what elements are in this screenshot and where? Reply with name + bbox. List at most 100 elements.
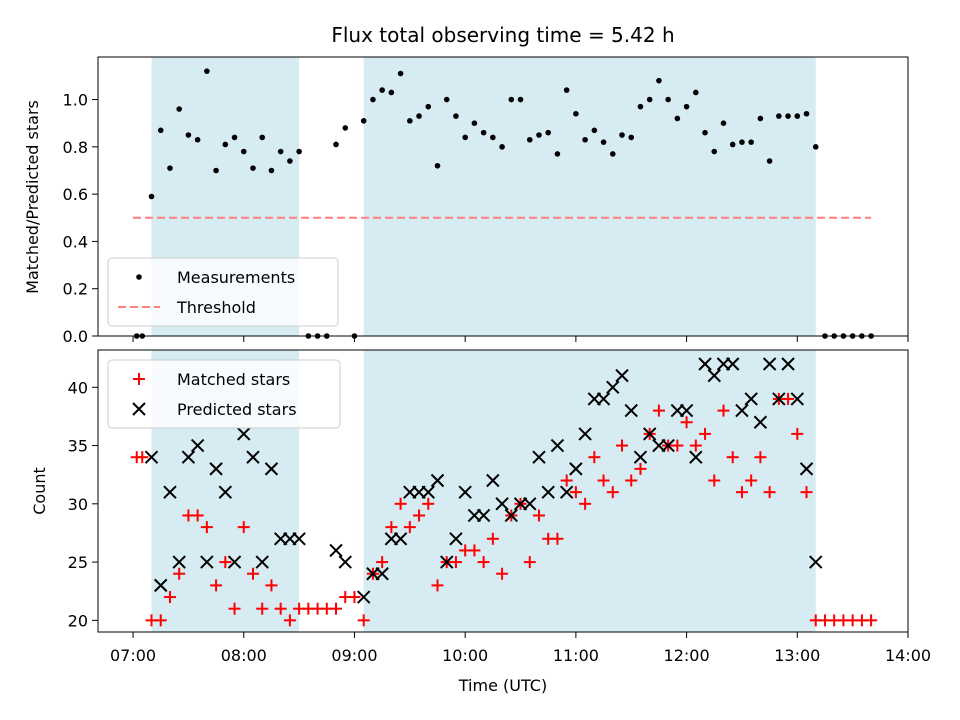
predicted-point-29 (440, 555, 454, 569)
measurement-point-60 (674, 115, 681, 122)
measurement-point-70 (766, 158, 773, 164)
matched-point-14 (246, 567, 259, 580)
legend-predicted-marker (132, 402, 146, 416)
ratio-legend-box (107, 257, 339, 327)
matched-point-41 (496, 567, 509, 580)
measurement-point-13 (240, 148, 247, 155)
matched-point-55 (625, 474, 638, 487)
matched-point-65 (717, 404, 730, 417)
matched-point-29 (385, 521, 398, 534)
predicted-point-18 (329, 543, 343, 558)
matched-point-52 (597, 474, 610, 487)
measurement-point-26 (360, 118, 367, 124)
predicted-point-50 (633, 450, 648, 464)
measurement-point-35 (443, 96, 450, 103)
count-legend-box (107, 359, 341, 429)
count-panel: 20 25 30 35 40 07:00 08:00 09:00 10:00 11:00 12:0… (30, 349, 931, 695)
predicted-point-36 (504, 508, 519, 523)
matched-point-2 (136, 451, 149, 464)
matched-point-23 (330, 602, 343, 615)
y-tick-label: 1.0 (63, 91, 88, 110)
shaded-interval-2 (363, 57, 816, 336)
measurement-point-7 (185, 132, 192, 138)
predicted-point-44 (578, 427, 592, 441)
y-tick-label: 0.6 (63, 185, 88, 204)
matched-point-18 (283, 614, 296, 627)
measurement-point-36 (453, 113, 459, 119)
matched-point-31 (403, 521, 416, 534)
count-panel-x-ticks: 07:00 08:00 09:00 10:00 11:00 12:00 13:00 14:00 (110, 632, 931, 665)
matched-point-15 (256, 602, 269, 615)
measurement-point-74 (803, 110, 810, 117)
measurement-point-17 (277, 148, 284, 155)
measurement-point-58 (656, 77, 662, 84)
measurement-point-43 (517, 96, 524, 103)
measurement-point-49 (573, 110, 579, 117)
x-axis-label: Time (UTC) (458, 676, 547, 695)
y-tick-label: 40 (68, 378, 88, 397)
measurement-point-10 (213, 167, 219, 174)
measurement-point-31 (407, 118, 413, 124)
matched-point-62 (689, 439, 702, 452)
matched-point-6 (173, 567, 186, 580)
legend-predicted-label: Predicted stars (177, 400, 297, 419)
measurement-point-44 (526, 136, 533, 143)
predicted-point-47 (606, 380, 620, 394)
measurement-point-41 (499, 144, 505, 150)
ratio-panel-ylabel: Matched/Predicted stars (23, 100, 42, 294)
measurement-point-67 (739, 139, 745, 145)
ratio-panel-y-ticks: 0.0 0.2 0.4 0.6 0.8 1.0 (63, 91, 98, 346)
y-tick-label: 25 (68, 553, 88, 572)
predicted-point-5 (181, 450, 196, 464)
predicted-point-35 (495, 497, 509, 511)
measurement-point-6 (176, 106, 182, 112)
measurement-point-51 (591, 127, 598, 134)
matched-point-63 (699, 427, 712, 440)
matched-point-28 (376, 556, 389, 569)
matched-point-50 (579, 497, 592, 510)
measurement-point-37 (462, 134, 468, 141)
predicted-point-60 (726, 357, 740, 371)
legend-measurements-label: Measurements (177, 268, 295, 287)
measurement-point-40 (490, 134, 496, 141)
measurement-point-11 (222, 141, 229, 148)
predicted-point-42 (559, 485, 574, 499)
matched-point-25 (348, 591, 361, 604)
matched-point-66 (726, 451, 739, 464)
predicted-point-4 (172, 555, 186, 569)
predicted-point-41 (550, 438, 565, 453)
measurement-point-24 (342, 125, 349, 131)
measurement-point-28 (379, 87, 385, 93)
measurement-point-33 (425, 103, 432, 110)
y-tick-label: 0.0 (63, 327, 88, 346)
x-tick-label: 12:00 (664, 646, 710, 665)
predicted-point-62 (744, 392, 758, 406)
matched-point-44 (523, 556, 536, 569)
matched-point-81 (865, 614, 878, 627)
ratio-panel-frame (97, 56, 909, 337)
predicted-point-20 (356, 590, 371, 604)
matched-point-40 (486, 532, 499, 545)
ratio-panel-legend: Measurements Threshold (107, 257, 339, 327)
measurement-point-16 (268, 167, 275, 174)
matched-point-33 (422, 497, 435, 510)
predicted-point-22 (375, 567, 389, 581)
ratio-panel-shaded-regions (151, 57, 816, 336)
chart-title: Flux total observing time = 5.42 h (331, 23, 674, 47)
matched-point-17 (274, 602, 287, 615)
matched-point-10 (210, 579, 223, 592)
measurement-point-46 (545, 129, 552, 136)
matched-point-39 (477, 556, 490, 569)
matched-point-54 (616, 439, 629, 452)
predicted-point-14 (264, 462, 279, 476)
y-tick-label: 30 (68, 495, 88, 514)
x-tick-label: 09:00 (331, 646, 377, 665)
x-tick-label: 13:00 (774, 646, 820, 665)
measurement-point-30 (397, 70, 404, 77)
matched-point-11 (219, 556, 232, 569)
measurement-point-12 (231, 134, 238, 141)
predicted-point-30 (449, 532, 463, 546)
legend-threshold-label: Threshold (176, 298, 256, 317)
x-tick-label: 08:00 (221, 646, 267, 665)
